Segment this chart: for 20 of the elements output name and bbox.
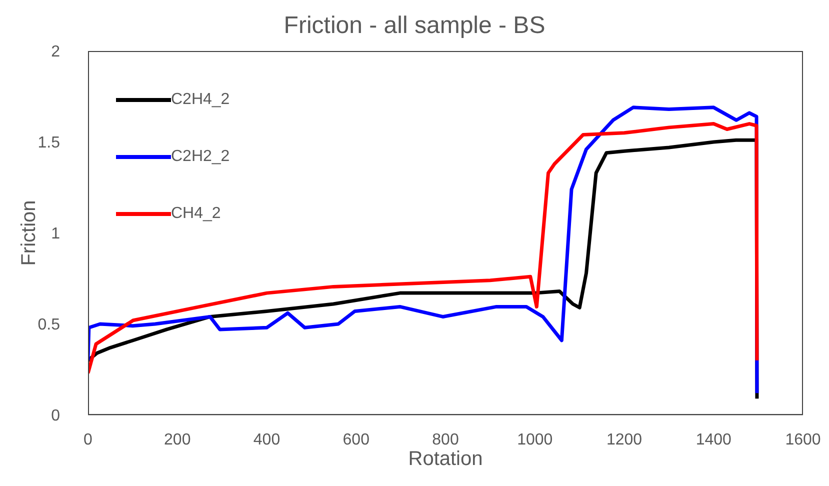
x-tick-label: 1000 <box>517 431 553 448</box>
x-tick-label: 0 <box>84 431 93 448</box>
y-tick-label: 0 <box>51 408 60 425</box>
legend-label: C2H2_2 <box>171 148 230 166</box>
legend-label: C2H4_2 <box>171 91 230 109</box>
x-tick-label: 1400 <box>696 431 732 448</box>
x-tick-label: 200 <box>164 431 191 448</box>
x-tick-label: 800 <box>432 431 459 448</box>
y-tick-label: 1.5 <box>38 134 60 152</box>
legend-label: CH4_2 <box>171 205 221 223</box>
x-tick-label: 1600 <box>785 431 821 448</box>
y-tick-label: 1 <box>51 226 60 243</box>
y-axis-title: Friction <box>18 200 40 266</box>
x-tick-label: 600 <box>342 431 370 448</box>
y-tick-label: 0.5 <box>38 316 60 334</box>
y-tick-label: 2 <box>51 44 60 61</box>
chart-title: Friction - all sample - BS <box>282 11 546 41</box>
x-axis-title: Rotation <box>408 448 483 470</box>
x-tick-label: 1200 <box>606 431 642 448</box>
x-tick-label: 400 <box>253 431 280 448</box>
